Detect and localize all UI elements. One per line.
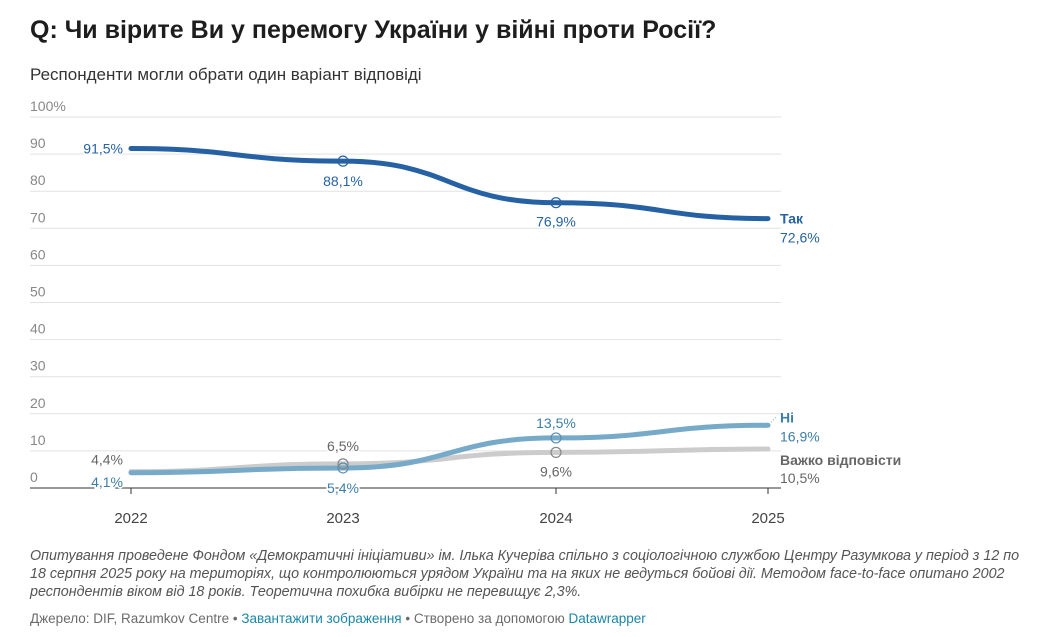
- data-label: 76,9%: [536, 214, 576, 230]
- footer-created-text: • Створено за допомогою: [401, 611, 569, 626]
- y-tick-label: 50: [30, 284, 46, 300]
- data-label: 16,9%: [780, 428, 820, 444]
- y-tick-label: 40: [30, 321, 46, 337]
- data-label: 5,4%: [327, 480, 359, 496]
- series-name-label: Ні: [780, 409, 794, 425]
- y-tick-label: 20: [30, 395, 46, 411]
- data-label: 91,5%: [83, 141, 123, 157]
- y-tick-label: 70: [30, 209, 46, 225]
- data-label: 4,1%: [91, 474, 123, 490]
- y-tick-label: 0: [30, 469, 38, 485]
- data-point: [550, 197, 562, 209]
- source-text: Джерело: DIF, Razumkov Centre: [30, 611, 230, 626]
- footer-separator: •: [229, 611, 242, 626]
- chart-subtitle: Респонденти могли обрати один варіант ві…: [30, 65, 422, 84]
- data-label: 9,6%: [540, 463, 572, 479]
- footer: Джерело: DIF, Razumkov Centre • Завантаж…: [30, 611, 646, 626]
- data-point: [337, 155, 349, 167]
- series-name-label: Так: [780, 211, 804, 227]
- line-chart: 100% 90 80 70 60 50 40 30 20 10 0 2022 2023 2024 2025 9…: [30, 98, 901, 527]
- data-point: [337, 462, 349, 474]
- chart-title: Q: Чи вірите Ви у перемогу України у вій…: [30, 16, 717, 44]
- data-label: 4,4%: [91, 452, 123, 468]
- x-tick-label: 2024: [539, 510, 572, 527]
- y-tick-label: 10: [30, 432, 46, 448]
- data-label: 6,5%: [327, 438, 359, 454]
- x-tick-label: 2025: [751, 510, 784, 527]
- data-point: [550, 446, 562, 458]
- x-tick-label: 2022: [114, 510, 147, 527]
- chart-notes: Опитування проведене Фондом «Демократичн…: [30, 548, 1020, 600]
- y-tick-label: 90: [30, 135, 46, 151]
- data-point: [337, 458, 349, 470]
- data-label: 88,1%: [323, 173, 363, 189]
- series-name-label: Важко відповісти: [780, 452, 901, 468]
- y-tick-label: 80: [30, 172, 46, 188]
- y-tick-label: 30: [30, 358, 46, 374]
- series-line-ni: [128, 422, 771, 476]
- y-tick-label: 60: [30, 246, 46, 262]
- download-image-link[interactable]: Завантажити зображення: [241, 611, 402, 626]
- series-line-tak: [128, 146, 771, 222]
- data-label: 72,6%: [780, 230, 820, 246]
- y-tick-label: 100%: [30, 98, 66, 114]
- series-line-vazhko: [128, 446, 771, 475]
- data-point: [550, 432, 562, 444]
- x-tick-label: 2023: [326, 510, 359, 527]
- label-leader: [770, 415, 778, 423]
- data-label: 10,5%: [780, 470, 820, 486]
- datawrapper-link[interactable]: Datawrapper: [568, 611, 646, 626]
- data-label: 13,5%: [536, 415, 576, 431]
